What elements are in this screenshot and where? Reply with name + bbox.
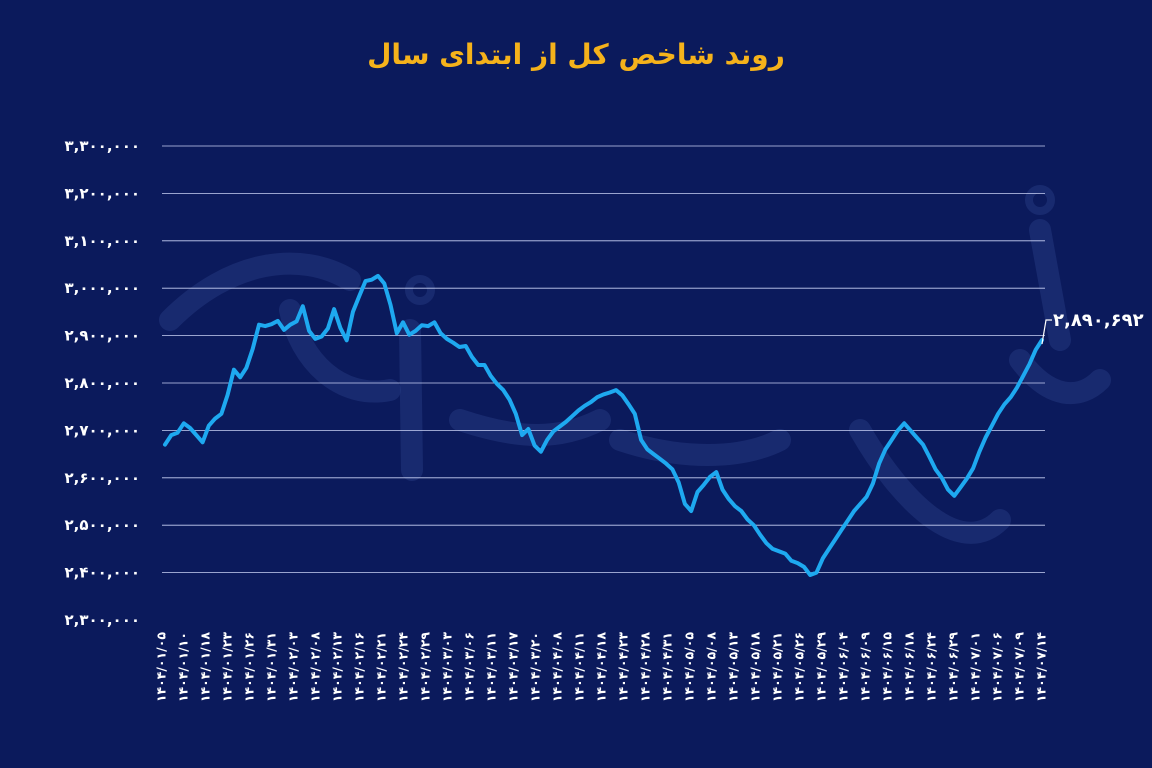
x-tick-label: ۱۴۰۴/۰۱/۲۶ [242,632,257,702]
x-tick-label: ۱۴۰۴/۰۳/۱۱ [484,632,499,702]
x-tick-label: ۱۴۰۴/۰۳/۱۷ [506,632,521,703]
x-tick-label: ۱۴۰۴/۰۵/۱۳ [726,632,741,703]
x-tick-label: ۱۴۰۴/۰۶/۱۵ [880,632,895,703]
x-tick-label: ۱۴۰۴/۰۳/۰۶ [462,632,477,702]
series-line-0 [163,273,1044,577]
y-tick-label: ۲,۷۰۰,۰۰۰ [65,421,140,439]
y-tick-label: ۲,۳۰۰,۰۰۰ [65,611,140,629]
x-tick-label: ۱۴۰۴/۰۶/۰۹ [858,632,873,703]
y-tick-label: ۳,۱۰۰,۰۰۰ [65,232,140,250]
y-tick-label: ۳,۰۰۰,۰۰۰ [65,279,140,297]
x-tick-label: ۱۴۰۴/۰۷/۱۴ [1034,632,1049,703]
x-tick-label: ۱۴۰۴/۰۷/۰۱ [968,632,983,702]
y-tick-label: ۲,۸۰۰,۰۰۰ [65,374,140,392]
x-tick-label: ۱۴۰۴/۰۲/۱۳ [330,632,345,703]
x-tick-label: ۱۴۰۴/۰۵/۰۵ [682,632,697,703]
x-tick-label: ۱۴۰۴/۰۴/۰۸ [550,632,565,703]
x-tick-label: ۱۴۰۴/۰۳/۰۳ [440,632,455,703]
x-tick-label: ۱۴۰۴/۰۱/۳۱ [264,632,279,702]
x-tick-label: ۱۴۰۴/۰۴/۱۱ [572,632,587,702]
x-tick-label: ۱۴۰۴/۰۶/۰۴ [836,632,851,703]
x-tick-label: ۱۴۰۴/۰۲/۱۶ [352,632,367,702]
x-tick-label: ۱۴۰۴/۰۵/۲۱ [770,632,785,702]
x-tick-label: ۱۴۰۴/۰۷/۰۶ [990,632,1005,702]
y-tick-label: ۲,۵۰۰,۰۰۰ [65,516,140,534]
x-tick-label: ۱۴۰۴/۰۲/۲۹ [418,632,433,703]
x-tick-label: ۱۴۰۴/۰۲/۰۸ [308,632,323,703]
x-tick-label: ۱۴۰۴/۰۴/۱۸ [594,632,609,703]
x-tick-label: ۱۴۰۴/۰۲/۰۳ [286,632,301,703]
x-tick-label: ۱۴۰۴/۰۴/۲۸ [638,632,653,703]
x-tick-label: ۱۴۰۴/۰۱/۲۳ [220,632,235,703]
x-tick-label: ۱۴۰۴/۰۲/۲۱ [374,632,389,702]
x-tick-label: ۱۴۰۴/۰۱/۱۰ [176,632,191,702]
y-tick-label: ۳,۲۰۰,۰۰۰ [65,184,140,202]
x-tick-label: ۱۴۰۴/۰۶/۲۴ [924,632,939,703]
x-tick-label: ۱۴۰۴/۰۵/۲۹ [814,632,829,703]
last-value-label: ۲,۸۹۰,۶۹۲ [1053,310,1144,331]
x-tick-label: ۱۴۰۴/۰۲/۲۴ [396,632,411,703]
x-tick-label: ۱۴۰۴/۰۶/۱۸ [902,632,917,703]
x-tick-label: ۱۴۰۴/۰۶/۲۹ [946,632,961,703]
x-tick-label: ۱۴۰۴/۰۷/۰۹ [1012,632,1027,703]
x-tick-label: ۱۴۰۴/۰۱/۰۵ [154,632,169,703]
x-tick-label: ۱۴۰۴/۰۵/۲۶ [792,632,807,702]
chart-title: روند شاخص کل از ابتدای سال [367,38,785,71]
y-tick-label: ۳,۳۰۰,۰۰۰ [65,137,140,155]
y-tick-label: ۲,۶۰۰,۰۰۰ [65,469,140,487]
x-tick-label: ۱۴۰۴/۰۴/۳۱ [660,632,675,702]
y-tick-label: ۲,۴۰۰,۰۰۰ [65,564,140,582]
x-tick-label: ۱۴۰۴/۰۴/۲۳ [616,632,631,703]
x-tick-label: ۱۴۰۴/۰۱/۱۸ [198,632,213,703]
watermark-logo [159,185,1111,544]
x-tick-label: ۱۴۰۴/۰۳/۲۰ [528,632,543,702]
x-tick-label: ۱۴۰۴/۰۵/۱۸ [748,632,763,703]
last-value-leader [1041,319,1052,345]
x-tick-label: ۱۴۰۴/۰۵/۰۸ [704,632,719,703]
y-tick-label: ۲,۹۰۰,۰۰۰ [65,327,140,345]
